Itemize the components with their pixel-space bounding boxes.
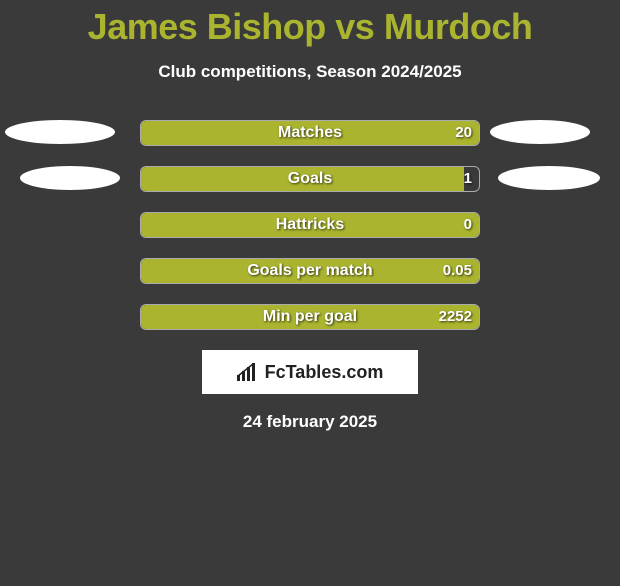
bar-track	[140, 120, 480, 146]
date-line: 24 february 2025	[0, 412, 620, 432]
bar-fill-left	[141, 305, 479, 329]
stat-row: Hattricks0	[0, 212, 620, 238]
player2-name: Murdoch	[384, 6, 532, 47]
bar-track	[140, 212, 480, 238]
bar-track	[140, 304, 480, 330]
stat-row: Goals per match0.05	[0, 258, 620, 284]
stat-rows: Matches20 Goals1 Hattricks0 Goals per match…	[0, 120, 620, 330]
logo: FcTables.com	[237, 362, 384, 383]
bar-fill-left	[141, 121, 479, 145]
bar-track	[140, 166, 480, 192]
vs-separator: vs	[335, 6, 374, 47]
comparison-chart: Matches20 Goals1 Hattricks0 Goals per match…	[0, 120, 620, 330]
bar-fill-left	[141, 167, 464, 191]
bar-fill-left	[141, 213, 479, 237]
logo-text: FcTables.com	[265, 362, 384, 383]
bars-icon	[237, 363, 259, 381]
bar-track	[140, 258, 480, 284]
comparison-title: James Bishop vs Murdoch	[0, 6, 620, 48]
logo-box: FcTables.com	[202, 350, 418, 394]
stat-row: Goals1	[0, 166, 620, 192]
stat-row: Matches20	[0, 120, 620, 146]
bar-fill-left	[141, 259, 479, 283]
competition-subtitle: Club competitions, Season 2024/2025	[0, 62, 620, 82]
player1-name: James Bishop	[88, 6, 326, 47]
stat-row: Min per goal2252	[0, 304, 620, 330]
